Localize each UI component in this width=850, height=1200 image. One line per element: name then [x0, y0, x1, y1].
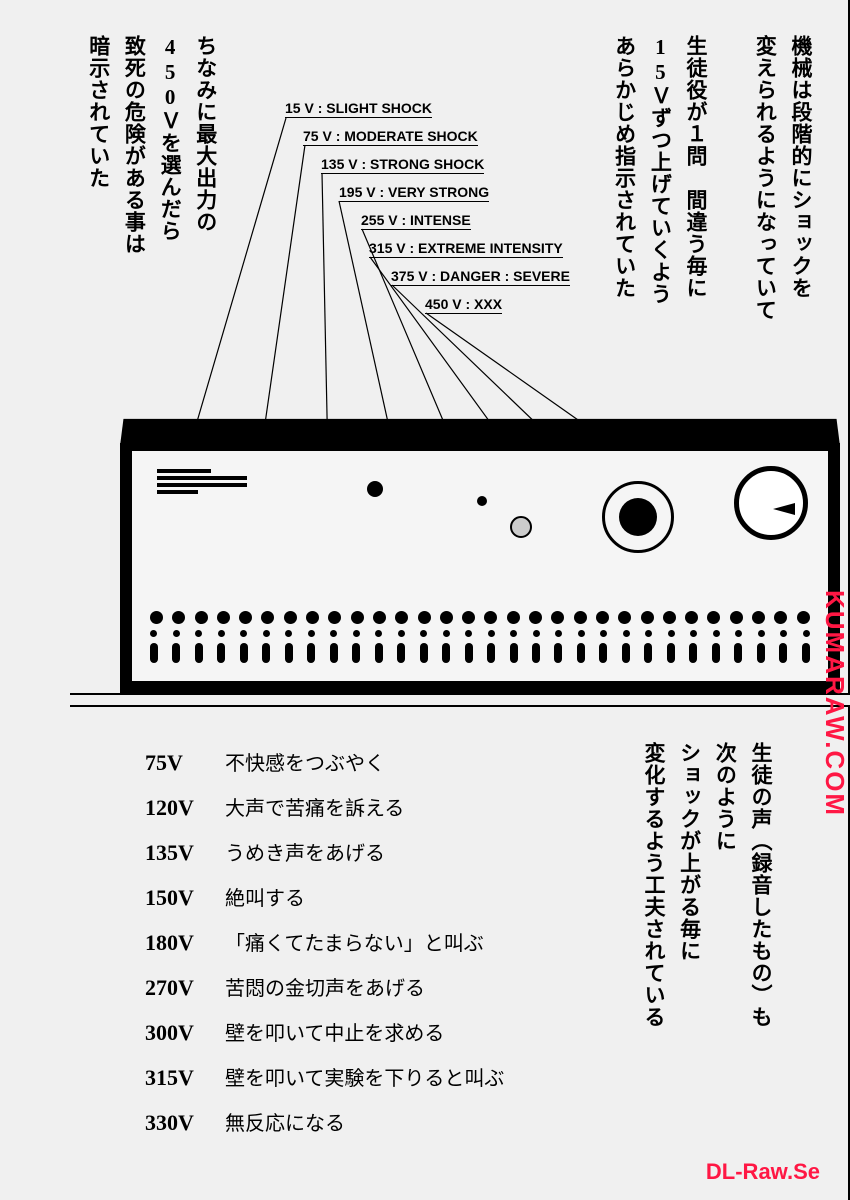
reaction-row: 75V不快感をつぶやく [145, 747, 504, 776]
reaction-text: うめき声をあげる [225, 837, 385, 866]
reaction-voltage: 150V [145, 885, 225, 911]
shock-label-row: 195 V : VERY STRONG [285, 184, 570, 202]
shock-label-row: 75 V : MODERATE SHOCK [285, 128, 570, 146]
reaction-text: 「痛くてたまらない」と叫ぶ [225, 927, 484, 956]
watermark-2: DL-Raw.Se [706, 1159, 820, 1185]
reaction-row: 330V無反応になる [145, 1107, 504, 1136]
top-text-2: 生徒役が１問 間違う毎に15Ｖずつ上げていくようあらかじめ指示されていた [606, 35, 713, 305]
reaction-text: 絶叫する [225, 882, 305, 911]
knob-icon [477, 496, 487, 506]
shock-label-row: 375 V : DANGER : SEVERE [285, 268, 570, 286]
shock-label-text: 375 V : DANGER : SEVERE [391, 268, 570, 286]
shock-label-text: 135 V : STRONG SHOCK [321, 156, 484, 174]
shock-label-text: 255 V : INTENSE [361, 212, 471, 230]
reaction-text: 無反応になる [225, 1107, 345, 1136]
panel-top: 機械は段階的にショックを変えられるようになっていて 生徒役が１問 間違う毎に15… [70, 0, 850, 695]
reaction-text: 壁を叩いて中止を求める [225, 1017, 444, 1046]
reaction-row: 270V苦悶の金切声をあげる [145, 972, 504, 1001]
reaction-row: 135Vうめき声をあげる [145, 837, 504, 866]
reaction-voltage: 75V [145, 750, 225, 776]
page: 機械は段階的にショックを変えられるようになっていて 生徒役が１問 間違う毎に15… [0, 0, 850, 1200]
reaction-voltage: 180V [145, 930, 225, 956]
panel-bottom: 生徒の声（録音したもの）も次のようにショックが上がる毎に変化するよう工夫されてい… [70, 705, 850, 1200]
shock-label-row: 135 V : STRONG SHOCK [285, 156, 570, 174]
shock-labels: 15 V : SLIGHT SHOCK 75 V : MODERATE SHOCK… [285, 100, 570, 324]
reaction-row: 180V「痛くてたまらない」と叫ぶ [145, 927, 504, 956]
knob-icon [510, 516, 532, 538]
watermark-1: KUMARAW.COM [819, 590, 850, 817]
shock-label-row: 450 V : XXX [285, 296, 570, 314]
reaction-voltage: 300V [145, 1020, 225, 1046]
dial-icon [602, 481, 674, 553]
machine-top-panel [120, 419, 840, 446]
shock-label-row: 315 V : EXTREME INTENSITY [285, 240, 570, 258]
reaction-voltage: 270V [145, 975, 225, 1001]
shock-label-text: 15 V : SLIGHT SHOCK [285, 100, 432, 118]
top-text-3: ちなみに最大出力の450Ｖを選んだら致死の危険がある事は暗示されていた [80, 35, 223, 255]
reaction-list: 75V不快感をつぶやく120V大声で苦痛を訴える135Vうめき声をあげる150V… [145, 747, 504, 1152]
machine-front-panel [120, 443, 840, 693]
reaction-row: 150V絶叫する [145, 882, 504, 911]
reaction-voltage: 135V [145, 840, 225, 866]
reaction-voltage: 120V [145, 795, 225, 821]
shock-label-row: 255 V : INTENSE [285, 212, 570, 230]
shock-label-text: 195 V : VERY STRONG [339, 184, 489, 202]
reaction-voltage: 315V [145, 1065, 225, 1091]
reaction-row: 315V壁を叩いて実験を下りると叫ぶ [145, 1062, 504, 1091]
shock-machine [120, 418, 840, 693]
reaction-row: 120V大声で苦痛を訴える [145, 792, 504, 821]
top-text-1: 機械は段階的にショックを変えられるようになっていて [747, 35, 818, 321]
reaction-text: 大声で苦痛を訴える [225, 792, 404, 821]
reaction-text: 苦悶の金切声をあげる [225, 972, 425, 1001]
bottom-text-1: 生徒の声（録音したもの）も次のようにショックが上がる毎に変化するよう工夫されてい… [635, 742, 778, 1028]
reaction-text: 壁を叩いて実験を下りると叫ぶ [225, 1062, 504, 1091]
shock-label-text: 75 V : MODERATE SHOCK [303, 128, 478, 146]
reaction-text: 不快感をつぶやく [225, 747, 385, 776]
shock-label-text: 450 V : XXX [425, 296, 502, 314]
reaction-voltage: 330V [145, 1110, 225, 1136]
reaction-row: 300V壁を叩いて中止を求める [145, 1017, 504, 1046]
shock-label-text: 315 V : EXTREME INTENSITY [369, 240, 563, 258]
shock-label-row: 15 V : SLIGHT SHOCK [285, 100, 570, 118]
switch-rows [150, 611, 810, 669]
meter-icon [734, 466, 808, 540]
knob-icon [367, 481, 383, 497]
machine-label-plate [157, 469, 247, 497]
